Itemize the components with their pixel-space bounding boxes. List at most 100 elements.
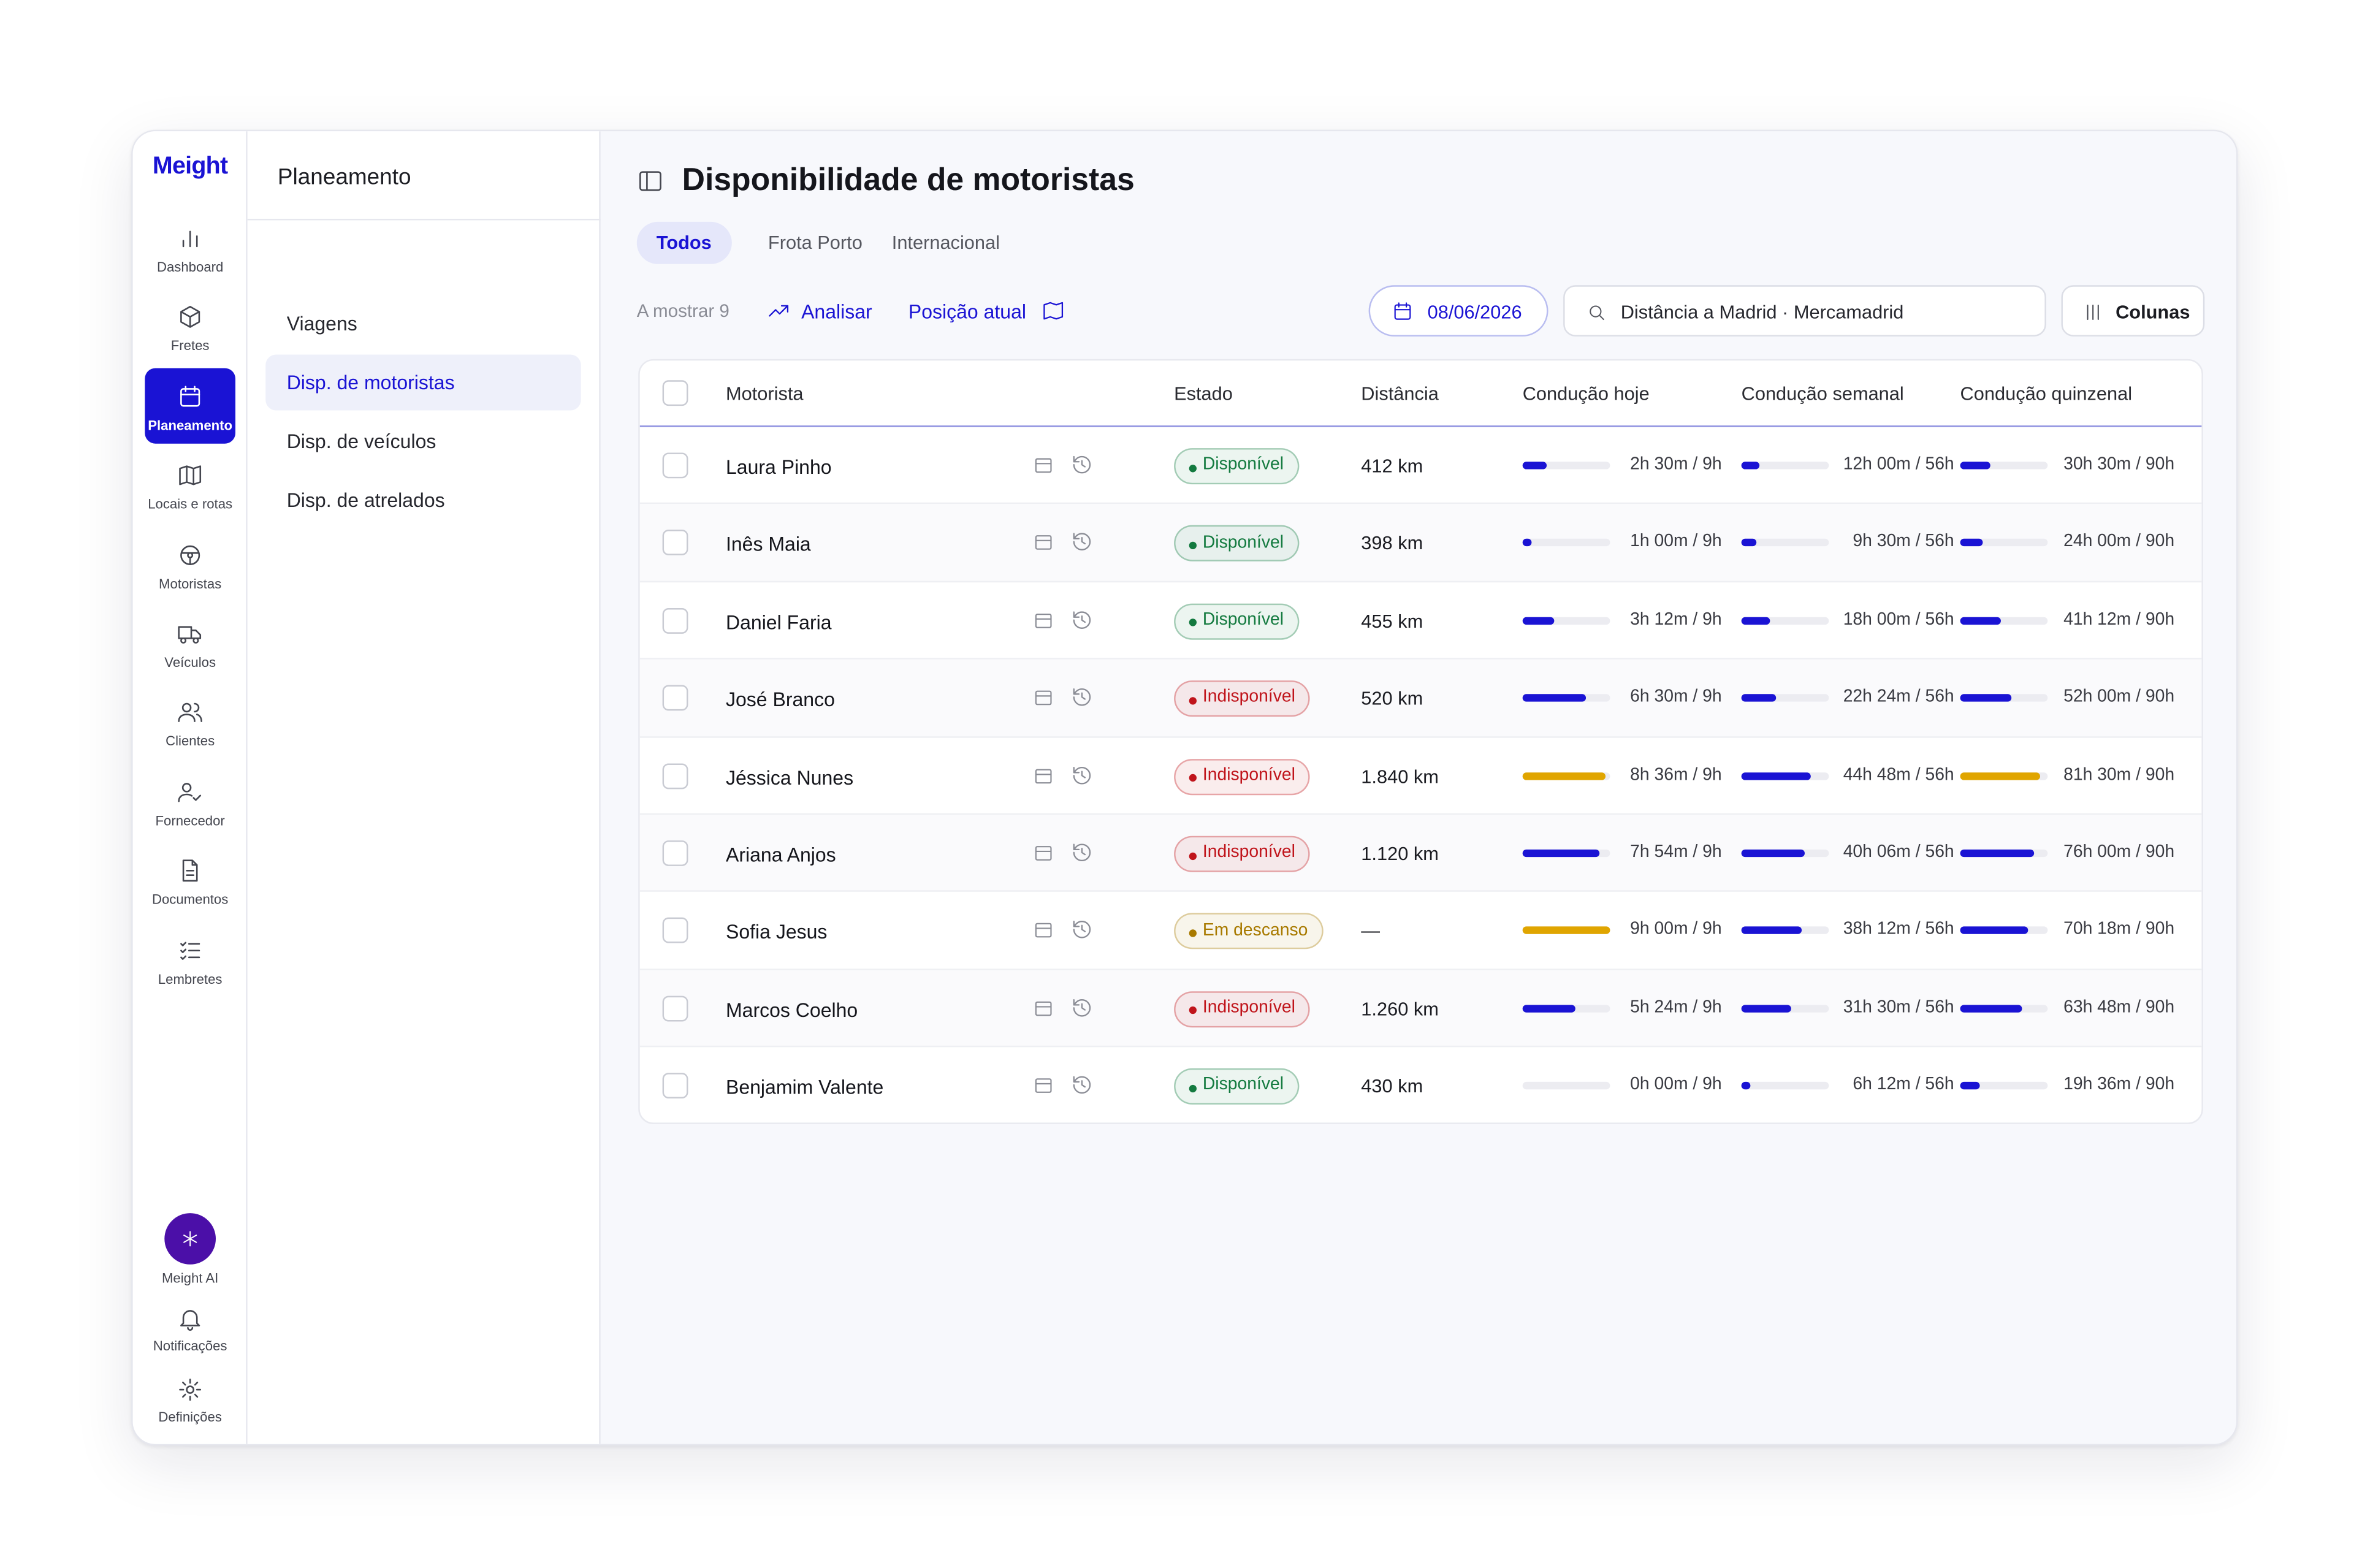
progress-bar (1960, 772, 2040, 780)
columns-button[interactable]: Colunas (2061, 285, 2205, 337)
table-row[interactable]: Inês Maia Disponível 398 km 1h 00m / 9h 9h 3… (639, 504, 2202, 582)
progress-bar (1960, 1004, 2022, 1013)
progress-track (1960, 772, 2048, 780)
progress-bar (1960, 927, 2029, 935)
distance: 398 km (1361, 533, 1423, 555)
driving-time: 9h 30m / 56h (1853, 533, 1954, 552)
tab[interactable]: Todos (636, 221, 731, 264)
divider (247, 218, 601, 221)
progress-track (1741, 539, 1829, 547)
analyze-button[interactable]: Analisar (766, 291, 887, 330)
distance: 1.260 km (1361, 999, 1439, 1020)
progress-bar (1741, 772, 1811, 780)
calendar-action (1035, 846, 1052, 861)
table-row[interactable]: Jéssica Nunes Indisponível 1.840 km 8h 36m … (639, 737, 2202, 815)
column-header: Distância (1361, 383, 1439, 405)
sidebar-title: Planeamento (277, 164, 411, 191)
progress-bar (1522, 772, 1607, 780)
progress-bar (1741, 539, 1756, 547)
nav-item[interactable]: Dashboard (145, 210, 235, 285)
nav-label: Definições (158, 1409, 222, 1425)
table-row[interactable]: Laura Pinho Disponível 412 km 2h 30m / 9h 12… (639, 427, 2202, 505)
table-row[interactable]: Sofia Jesus Em descanso — 9h 00m / 9h 38h 12… (639, 892, 2202, 970)
table-row[interactable]: Marcos Coelho Indisponível 1.260 km 5h 24m … (639, 970, 2202, 1048)
ai-icon (183, 1231, 197, 1247)
table-row[interactable]: Daniel Faria Disponível 455 km 3h 12m / 9h 1… (639, 582, 2202, 660)
progress-bar (1741, 927, 1801, 935)
status-label: Disponível (1202, 455, 1284, 474)
tab[interactable]: Frota Porto (748, 222, 882, 264)
analyze-icon (769, 305, 789, 317)
sidebar-label: Disp. de atrelados (286, 489, 445, 512)
sidebar-toggle (639, 171, 661, 191)
tab-label: Todos (656, 232, 712, 253)
nav-item[interactable]: Planeamento (145, 368, 235, 444)
select-all-checkbox[interactable] (662, 380, 688, 406)
status-dot (1189, 541, 1197, 549)
nav-item[interactable]: Veículos (145, 605, 235, 680)
nav-item[interactable]: Documentos (145, 842, 235, 918)
driving-time: 76h 00m / 90h (2063, 843, 2175, 862)
status-label: Indisponível (1202, 688, 1295, 707)
sidebar-item[interactable]: Disp. de veículos (265, 413, 581, 469)
calendar-action (1035, 923, 1052, 938)
nav-item[interactable]: Locais e rotas (145, 447, 235, 522)
calendar-icon (1394, 302, 1411, 320)
sidebar-item[interactable]: Disp. de atrelados (265, 472, 581, 528)
status-badge: Indisponível (1174, 835, 1311, 872)
nav-item[interactable]: Fretes (145, 289, 235, 364)
progress-track (1960, 927, 2048, 935)
nav-item[interactable]: Definições (133, 1369, 248, 1438)
table-header: Motorista Estado Distância Condução hoje Con… (639, 360, 2202, 427)
search-input[interactable]: Distância a Madrid · Mercamadrid (1563, 285, 2046, 337)
position-button[interactable]: Posição atual (908, 291, 1075, 330)
nav-item[interactable]: Meight AI (133, 1213, 248, 1285)
row-checkbox[interactable] (662, 840, 688, 866)
driving-time: 3h 12m / 9h (1630, 611, 1722, 629)
sidebar-item[interactable]: Viagens (265, 295, 581, 351)
driving-time: 12h 00m / 56h (1843, 455, 1954, 474)
date-picker[interactable]: 08/06/2026 (1368, 285, 1548, 337)
nav-item[interactable]: Motoristas (145, 526, 235, 601)
progress-track (1741, 617, 1829, 625)
driving-time: 70h 18m / 90h (2063, 921, 2175, 940)
row-checkbox[interactable] (662, 685, 688, 711)
nav-item[interactable]: Notificações (133, 1298, 248, 1367)
progress-track (1741, 1004, 1829, 1013)
row-checkbox[interactable] (662, 530, 688, 556)
table-row[interactable]: José Branco Indisponível 520 km 6h 30m / 9h… (639, 660, 2202, 737)
row-checkbox[interactable] (662, 995, 688, 1021)
status-dot (1189, 696, 1197, 704)
search-icon (1590, 305, 1604, 321)
row-checkbox[interactable] (662, 607, 688, 634)
driving-time: 41h 12m / 90h (2063, 611, 2175, 629)
columns-icon (2087, 305, 2099, 321)
row-checkbox[interactable] (662, 452, 688, 479)
row-checkbox[interactable] (662, 918, 688, 944)
progress-track (1522, 694, 1610, 702)
progress-track (1741, 927, 1829, 935)
progress-track (1741, 1082, 1829, 1090)
row-checkbox[interactable] (662, 763, 688, 789)
sidebar-item[interactable]: Disp. de motoristas (265, 354, 581, 411)
brand: Meight (152, 154, 228, 180)
nav-icon (178, 782, 202, 802)
nav-item[interactable]: Clientes (145, 684, 235, 759)
app-window: Meight Dashboard Fretes Planeamento Locais e… (131, 129, 2238, 1446)
nav-item[interactable]: Lembretes (145, 921, 235, 997)
distance: 1.840 km (1361, 766, 1439, 787)
search-text: Distância a Madrid · Mercamadrid (1620, 302, 1904, 323)
row-checkbox[interactable] (662, 1073, 688, 1099)
table-row[interactable]: Ariana Anjos Indisponível 1.120 km 7h 54m /… (639, 815, 2202, 892)
column-header: Estado (1174, 383, 1233, 405)
progress-track (1522, 1004, 1610, 1013)
tab[interactable]: Internacional (872, 222, 1019, 264)
progress-track (1960, 849, 2048, 858)
table-row[interactable]: Benjamim Valente Disponível 430 km 0h 00m /… (640, 1048, 2202, 1123)
driving-time: 24h 00m / 90h (2063, 533, 2175, 552)
column-header: Condução quinzenal (1960, 383, 2133, 405)
nav-item[interactable]: Fornecedor (145, 763, 235, 839)
nav-label: Motoristas (159, 576, 222, 591)
row-count: A mostrar 9 (636, 300, 729, 322)
